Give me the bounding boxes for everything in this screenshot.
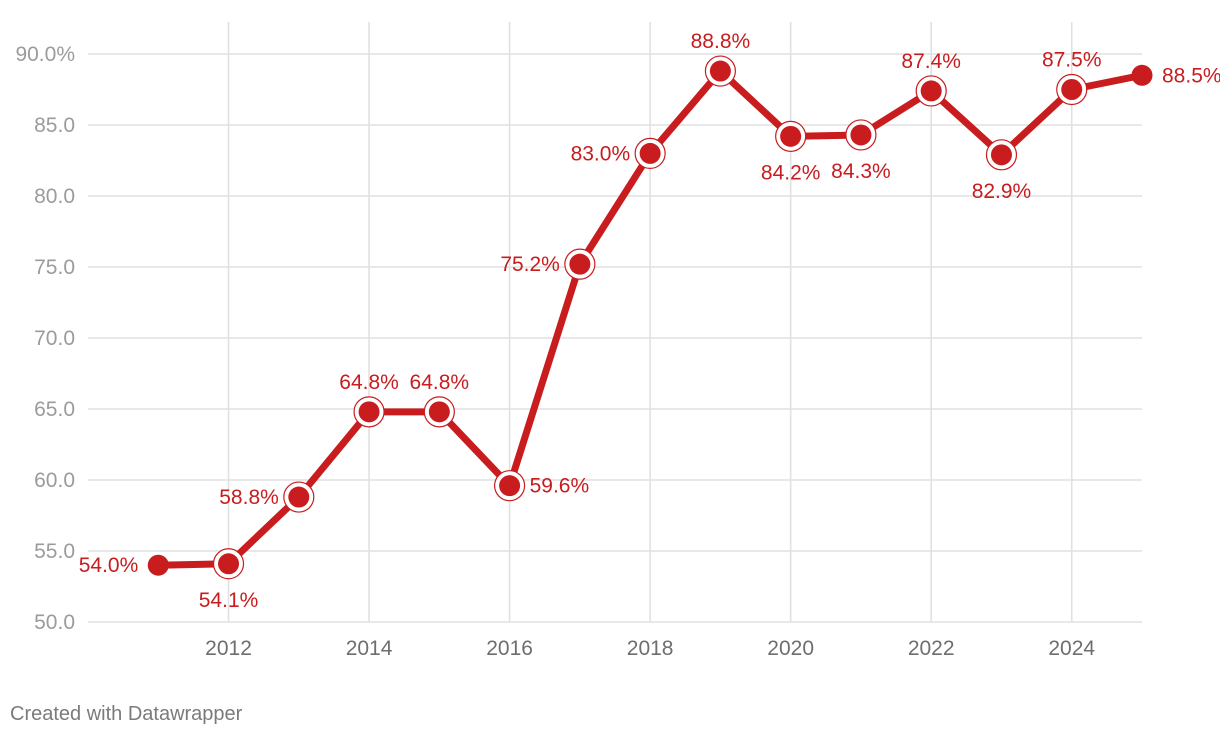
data-point xyxy=(780,125,802,147)
data-label: 58.8% xyxy=(219,486,279,509)
y-tick-label: 60.0 xyxy=(34,469,75,492)
y-tick-label: 75.0 xyxy=(34,256,75,279)
data-label: 84.2% xyxy=(761,161,821,184)
grid-lines xyxy=(88,22,1142,623)
data-label: 59.6% xyxy=(530,475,590,498)
y-tick-label: 80.0 xyxy=(34,185,75,208)
data-point xyxy=(639,142,661,164)
data-point xyxy=(850,124,872,146)
data-labels: 54.0% 54.1% 58.8% 64.8% 64.8% 59.6% 75.2% 83.0%… xyxy=(79,30,1220,612)
x-axis-ticks: 2012 2014 2016 2018 2020 2022 2024 xyxy=(205,637,1095,660)
data-label: 75.2% xyxy=(500,253,560,276)
line-chart: 50.0 55.0 60.0 65.0 70.0 75.0 80.0 85.0 90.0% 20… xyxy=(15,22,1220,660)
data-label: 84.3% xyxy=(831,160,891,183)
y-tick-label: 50.0 xyxy=(34,611,75,634)
data-point xyxy=(920,80,942,102)
data-point xyxy=(1131,64,1153,86)
data-point xyxy=(569,253,591,275)
data-label: 64.8% xyxy=(339,371,399,394)
data-point xyxy=(499,475,521,497)
y-axis-ticks: 50.0 55.0 60.0 65.0 70.0 75.0 80.0 85.0 90.0% xyxy=(15,43,75,634)
data-label: 87.4% xyxy=(901,50,961,73)
x-tick-label: 2022 xyxy=(908,637,955,660)
data-label: 83.0% xyxy=(571,142,631,165)
data-label: 54.0% xyxy=(79,554,139,577)
credit-text: Created with Datawrapper xyxy=(10,703,243,725)
data-point xyxy=(358,401,380,423)
x-tick-label: 2024 xyxy=(1048,637,1095,660)
x-tick-label: 2012 xyxy=(205,637,252,660)
data-point xyxy=(990,144,1012,166)
data-point xyxy=(428,401,450,423)
y-tick-label: 65.0 xyxy=(34,398,75,421)
data-label: 54.1% xyxy=(199,589,259,612)
y-tick-label: 85.0 xyxy=(34,114,75,137)
data-label: 64.8% xyxy=(410,371,470,394)
data-label: 82.9% xyxy=(972,180,1032,203)
x-tick-label: 2018 xyxy=(627,637,674,660)
x-tick-label: 2016 xyxy=(486,637,533,660)
data-label: 88.5% xyxy=(1162,64,1220,87)
data-label: 88.8% xyxy=(691,30,751,53)
data-point xyxy=(1061,79,1083,100)
y-tick-label: 90.0% xyxy=(15,43,75,66)
x-tick-label: 2020 xyxy=(767,637,814,660)
y-tick-label: 70.0 xyxy=(34,327,75,350)
data-points xyxy=(147,55,1153,580)
data-point xyxy=(288,486,310,508)
data-label: 87.5% xyxy=(1042,49,1102,72)
data-point xyxy=(709,60,731,82)
data-point xyxy=(218,553,240,575)
y-tick-label: 55.0 xyxy=(34,540,75,563)
data-point xyxy=(147,554,169,576)
x-tick-label: 2014 xyxy=(346,637,393,660)
